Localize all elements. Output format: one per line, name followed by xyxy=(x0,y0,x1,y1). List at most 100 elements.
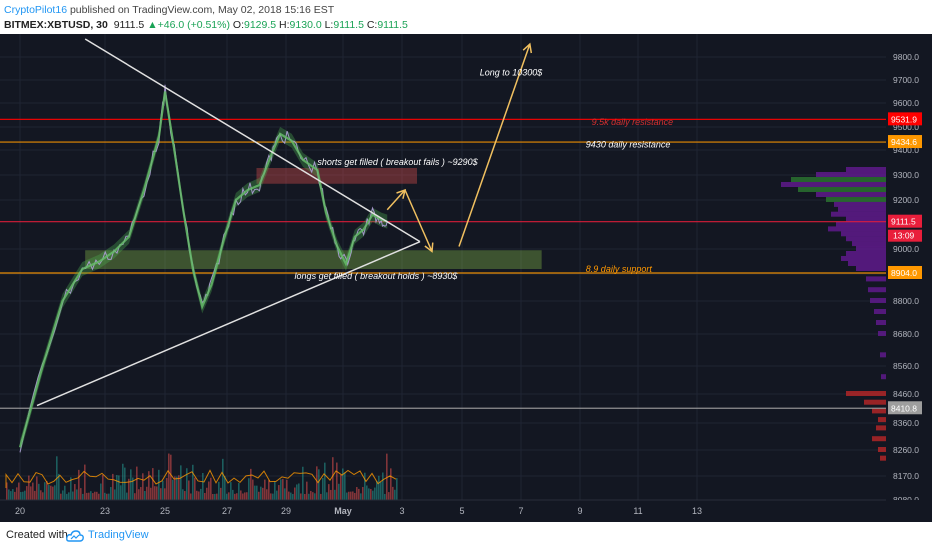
volume-bar-186 xyxy=(186,468,188,500)
volume-bar-64 xyxy=(64,485,66,500)
volume-bar-128 xyxy=(128,478,130,500)
x-tick-label-7: 5 xyxy=(459,506,464,516)
volume-bar-324 xyxy=(324,462,326,500)
volume-bar-190 xyxy=(190,493,192,500)
volume-bar-28 xyxy=(28,475,30,500)
price-series xyxy=(18,84,388,455)
volume-bar-328 xyxy=(328,484,330,500)
volume-bar-202 xyxy=(202,472,204,500)
profile-bar-11 xyxy=(836,221,886,227)
volume-bar-212 xyxy=(212,493,214,500)
volume-bar-320 xyxy=(320,493,322,500)
volume-bar-38 xyxy=(38,483,40,500)
x-tick-label-0: 20 xyxy=(15,506,25,516)
volume-bar-174 xyxy=(174,476,176,500)
countdown-box xyxy=(888,229,922,242)
y-tick-label-12: 8460.0 xyxy=(893,389,919,399)
volume-bar-132 xyxy=(132,477,134,500)
volume-bar-226 xyxy=(226,493,228,500)
volume-bar-384 xyxy=(384,493,386,500)
volume-bar-68 xyxy=(68,492,70,500)
volume-bar-298 xyxy=(298,483,300,500)
countdown-label: 13:09 xyxy=(893,231,915,241)
level-label-2: 9111.5 xyxy=(891,217,916,227)
level-label-box-1 xyxy=(888,135,922,149)
volume-bar-48 xyxy=(48,484,50,500)
level-label-box-2 xyxy=(888,214,922,228)
y-tick-label-10: 8680.0 xyxy=(893,329,919,339)
volume-bar-350 xyxy=(350,491,352,500)
profile-bar-9 xyxy=(831,211,886,217)
volume-bar-184 xyxy=(184,491,186,500)
level-label-box-3 xyxy=(888,266,922,279)
profile-bar-31 xyxy=(872,408,886,414)
volume-bar-96 xyxy=(96,491,98,500)
volume-bar-232 xyxy=(232,489,234,500)
profile-bar-23 xyxy=(870,298,886,303)
high-value: 9130.0 xyxy=(289,19,322,31)
volume-bar-98 xyxy=(98,493,100,500)
open-label: O: xyxy=(232,19,244,31)
volume-bar-330 xyxy=(330,489,332,500)
volume-bar-152 xyxy=(152,468,154,500)
y-tick-label-1: 9700.0 xyxy=(893,75,919,85)
volume-bar-382 xyxy=(382,472,384,500)
volume-bar-220 xyxy=(220,487,222,500)
volume-bar-266 xyxy=(266,489,268,500)
symbol-name[interactable]: BITMEX:XBTUSD, 30 xyxy=(4,19,108,31)
volume-bar-276 xyxy=(276,490,278,500)
author-link[interactable]: CryptoPilot16 xyxy=(4,4,68,16)
chart-header: CryptoPilot16 published on TradingView.c… xyxy=(0,0,932,34)
volume-bar-78 xyxy=(78,469,80,500)
y-tick-label-13: 8360.0 xyxy=(893,418,919,428)
volume-bar-194 xyxy=(194,477,196,500)
low-label: L: xyxy=(324,19,334,31)
annotation-0: Long to 10300$ xyxy=(480,67,544,77)
tradingview-cloud-icon xyxy=(66,530,84,542)
volume-bar-134 xyxy=(134,493,136,500)
level-label-4: 8410.8 xyxy=(891,403,917,413)
volume-bar-44 xyxy=(44,482,46,500)
volume-bar-262 xyxy=(262,487,264,500)
volume-bar-36 xyxy=(36,476,38,500)
volume-bar-228 xyxy=(228,492,230,500)
volume-bar-118 xyxy=(118,475,120,500)
price-axis: 9800.0 9700.0 9600.0 9500.0 9400.0 9300.0 9200… xyxy=(886,34,932,522)
volume-bar-114 xyxy=(114,489,116,500)
level-label-box-0 xyxy=(888,112,922,126)
volume-bar-234 xyxy=(234,493,236,500)
profile-bar-1 xyxy=(816,172,886,177)
volume-bar-24 xyxy=(24,490,26,500)
volume-bar-362 xyxy=(362,486,364,500)
volume-bar-318 xyxy=(318,469,320,500)
volume-bar-192 xyxy=(192,464,194,500)
profile-bar-22 xyxy=(868,287,886,293)
volume-bar-144 xyxy=(144,490,146,500)
triangle-lines xyxy=(36,38,421,407)
chart-area[interactable]: Long to 10300$ 9.5k daily resistance 9430 … xyxy=(0,34,932,522)
x-tick-label-6: 3 xyxy=(399,506,404,516)
volume-bar-340 xyxy=(340,474,342,500)
volume-bar-180 xyxy=(180,465,182,500)
profile-bar-30 xyxy=(864,399,886,405)
volume-bar-170 xyxy=(170,454,172,500)
x-tick-label-3: 27 xyxy=(222,506,232,516)
tradingview-brand[interactable]: TradingView xyxy=(88,529,149,541)
triangle-line-1 xyxy=(36,240,421,407)
profile-bar-25 xyxy=(876,320,886,325)
profile-bar-2 xyxy=(791,177,886,182)
price-chart[interactable]: Long to 10300$ 9.5k daily resistance 9430 … xyxy=(0,34,932,522)
volume-bar-390 xyxy=(390,468,392,500)
volume-bar-274 xyxy=(274,481,276,500)
volume-bar-238 xyxy=(238,482,240,500)
volume-bar-392 xyxy=(392,486,394,500)
volume-bar-216 xyxy=(216,493,218,500)
volume-bar-104 xyxy=(104,492,106,500)
profile-bar-7 xyxy=(834,201,886,207)
volume-bar-294 xyxy=(294,487,296,500)
low-value: 9111.5 xyxy=(333,19,364,31)
x-tick-label-11: 13 xyxy=(692,506,702,516)
volume-bar-370 xyxy=(370,488,372,500)
profile-bar-13 xyxy=(841,231,886,237)
volume-bar-124 xyxy=(124,467,126,500)
